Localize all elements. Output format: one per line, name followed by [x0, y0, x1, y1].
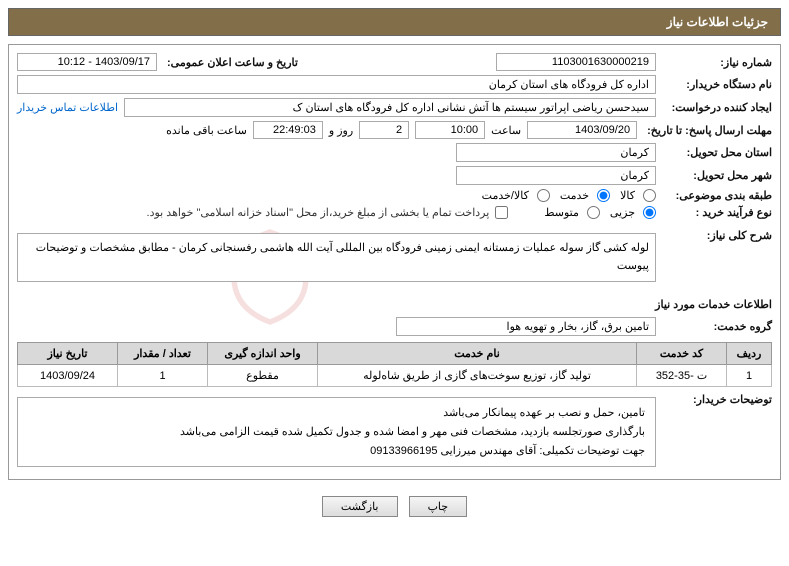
main-panel: IrnaTender.net شماره نیاز: 1103001630000… [8, 44, 781, 480]
th-name: نام خدمت [318, 343, 637, 365]
th-date: تاریخ نیاز [18, 343, 118, 365]
row-requester: ایجاد کننده درخواست: سیدحسن ریاضی اپراتو… [17, 98, 772, 117]
print-button[interactable]: چاپ [409, 496, 468, 517]
days-remain-suffix: روز و [329, 124, 353, 137]
category-label: طبقه بندی موضوعی: [662, 189, 772, 202]
row-need-desc: شرح کلی نیاز: لوله کشی گاز سوله عملیات ز… [17, 229, 772, 290]
service-group-label: گروه خدمت: [662, 320, 772, 333]
th-unit: واحد اندازه گیری [208, 343, 318, 365]
th-qty: تعداد / مقدار [118, 343, 208, 365]
city-label: شهر محل تحویل: [662, 169, 772, 182]
cat-goods-service-label: کالا/خدمت [482, 189, 529, 202]
time-remain-suffix: ساعت باقی مانده [166, 124, 247, 137]
requester-field: سیدحسن ریاضی اپراتور سیستم ها آتش نشانی … [124, 98, 656, 117]
row-buyer-notes: توضیحات خریدار: تامین، حمل و نصب بر عهده… [17, 393, 772, 467]
th-row: ردیف [727, 343, 772, 365]
need-no-label: شماره نیاز: [662, 56, 772, 69]
cell-qty: 1 [118, 365, 208, 387]
services-table: ردیف کد خدمت نام خدمت واحد اندازه گیری ت… [17, 342, 772, 387]
row-buyer-org: نام دستگاه خریدار: اداره کل فرودگاه های … [17, 75, 772, 94]
announce-label: تاریخ و ساعت اعلان عمومی: [163, 56, 298, 69]
back-button[interactable]: بازگشت [322, 496, 398, 517]
province-label: استان محل تحویل: [662, 146, 772, 159]
row-need-no: شماره نیاز: 1103001630000219 تاریخ و ساع… [17, 53, 772, 71]
row-deadline: مهلت ارسال پاسخ: تا تاریخ: 1403/09/20 سا… [17, 121, 772, 139]
row-process: نوع فرآیند خرید : جزیی متوسط پرداخت تمام… [17, 206, 772, 219]
buyer-notes-line2: بارگذاری صورتجلسه بازدید، مشخصات فنی مهر… [28, 423, 645, 442]
cell-unit: مقطوع [208, 365, 318, 387]
buyer-org-field: اداره کل فرودگاه های استان کرمان [17, 75, 656, 94]
province-field: کرمان [456, 143, 656, 162]
page-header: جزئیات اطلاعات نیاز [8, 8, 781, 36]
hour-label: ساعت [491, 124, 521, 137]
cell-name: تولید گاز، توزیع سوخت‌های گازی از طریق ش… [318, 365, 637, 387]
th-code: کد خدمت [637, 343, 727, 365]
announce-field: 1403/09/17 - 10:12 [17, 53, 157, 71]
page-title: جزئیات اطلاعات نیاز [667, 15, 768, 29]
deadline-label: مهلت ارسال پاسخ: تا تاریخ: [643, 124, 772, 137]
service-group-field: تامین برق، گاز، بخار و تهویه هوا [396, 317, 656, 336]
proc-medium-label: متوسط [544, 206, 579, 219]
services-header: اطلاعات خدمات مورد نیاز [17, 298, 772, 311]
cell-idx: 1 [727, 365, 772, 387]
time-remain-field: 22:49:03 [253, 121, 323, 139]
cell-code: ت -35-352 [637, 365, 727, 387]
proc-partial-label: جزیی [610, 206, 635, 219]
need-desc-box: لوله کشی گاز سوله عملیات زمستانه ایمنی ز… [17, 233, 656, 282]
buyer-notes-label: توضیحات خریدار: [662, 393, 772, 406]
row-province: استان محل تحویل: کرمان [17, 143, 772, 162]
buyer-notes-line1: تامین، حمل و نصب بر عهده پیمانکار می‌باش… [28, 404, 645, 423]
row-city: شهر محل تحویل: کرمان [17, 166, 772, 185]
cat-service-label: خدمت [560, 189, 589, 202]
deadline-hour-field: 10:00 [415, 121, 485, 139]
payment-note: پرداخت تمام یا بخشی از مبلغ خرید،از محل … [147, 206, 490, 219]
table-header-row: ردیف کد خدمت نام خدمت واحد اندازه گیری ت… [18, 343, 772, 365]
requester-label: ایجاد کننده درخواست: [662, 101, 772, 114]
city-field: کرمان [456, 166, 656, 185]
days-remain-field: 2 [359, 121, 409, 139]
need-desc-label: شرح کلی نیاز: [662, 229, 772, 242]
proc-partial-radio[interactable] [643, 206, 656, 219]
proc-medium-radio[interactable] [587, 206, 600, 219]
buyer-org-label: نام دستگاه خریدار: [662, 78, 772, 91]
deadline-date-field: 1403/09/20 [527, 121, 637, 139]
cat-service-radio[interactable] [597, 189, 610, 202]
buyer-contact-link[interactable]: اطلاعات تماس خریدار [17, 101, 118, 114]
table-row: 1 ت -35-352 تولید گاز، توزیع سوخت‌های گا… [18, 365, 772, 387]
row-category: طبقه بندی موضوعی: کالا خدمت کالا/خدمت [17, 189, 772, 202]
payment-checkbox[interactable] [495, 206, 508, 219]
button-bar: چاپ بازگشت [0, 488, 789, 525]
cat-goods-radio[interactable] [643, 189, 656, 202]
cat-goods-label: کالا [620, 189, 635, 202]
buyer-notes-box: تامین، حمل و نصب بر عهده پیمانکار می‌باش… [17, 397, 656, 467]
row-service-group: گروه خدمت: تامین برق، گاز، بخار و تهویه … [17, 317, 772, 336]
process-label: نوع فرآیند خرید : [662, 206, 772, 219]
need-no-field: 1103001630000219 [496, 53, 656, 71]
cat-goods-service-radio[interactable] [537, 189, 550, 202]
cell-date: 1403/09/24 [18, 365, 118, 387]
buyer-notes-line3: جهت توضیحات تکمیلی: آقای مهندس میرزایی 0… [28, 442, 645, 461]
